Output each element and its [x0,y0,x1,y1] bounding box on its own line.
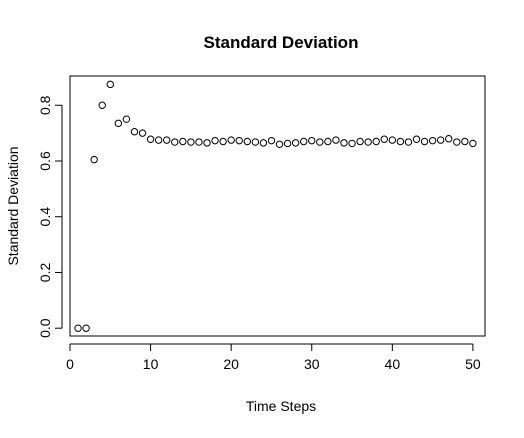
chart-title: Standard Deviation [204,33,359,52]
data-point [372,137,380,146]
data-point [332,136,340,144]
data-point [179,137,187,146]
data-point [469,139,477,148]
data-point [227,136,235,144]
data-point [82,324,90,332]
data-point [356,137,364,146]
data-point [412,135,421,143]
data-point [106,80,114,89]
data-point [219,137,227,146]
data-point [436,136,445,144]
data-point [396,137,405,146]
data-points [74,80,477,332]
data-point [348,139,356,148]
data-point [283,139,292,148]
data-point [74,324,82,332]
data-point [203,139,211,147]
data-point [308,136,316,145]
y-axis-label: Standard Deviation [5,146,21,265]
x-axis: 0 10 20 30 40 50 [66,343,481,372]
data-point [453,138,461,146]
y-tick-label: 0.8 [37,95,53,115]
x-tick-label: 10 [143,356,159,372]
data-point [195,138,203,146]
data-point [243,137,251,146]
x-tick-label: 40 [385,356,401,372]
data-point [445,135,453,143]
data-point [388,136,397,144]
data-point [138,129,147,137]
data-point [420,137,429,146]
y-axis: 0.0 0.2 0.4 0.6 0.8 [37,95,63,338]
data-point [211,136,219,145]
data-point [187,138,195,146]
data-point [380,135,388,143]
y-tick-label: 0.6 [37,151,53,171]
data-point [259,139,268,147]
data-point [461,137,469,146]
data-point [364,138,372,146]
y-tick-label: 0.4 [37,207,53,227]
data-point [404,138,413,146]
data-point [428,136,437,145]
data-point [154,136,163,144]
data-point [251,138,260,146]
y-tick-label: 0.0 [37,318,53,338]
data-point [162,136,171,144]
x-tick-label: 50 [465,356,481,372]
data-point [90,155,98,164]
data-point [130,128,139,136]
data-point [291,139,300,147]
x-tick-label: 30 [304,356,320,372]
plot-frame [69,75,486,337]
data-point [267,136,276,145]
data-point [146,135,155,143]
data-point [98,101,106,109]
y-tick-label: 0.2 [37,263,53,283]
data-point [171,138,179,146]
data-point [235,136,243,145]
data-point [114,119,123,128]
data-point [324,137,332,146]
data-point [316,138,324,146]
x-tick-label: 20 [223,356,239,372]
x-axis-label: Time Steps [246,398,316,414]
data-point [275,140,284,148]
data-point [122,115,131,123]
data-point [299,137,308,146]
x-tick-label: 0 [66,356,74,372]
data-point [340,139,348,147]
